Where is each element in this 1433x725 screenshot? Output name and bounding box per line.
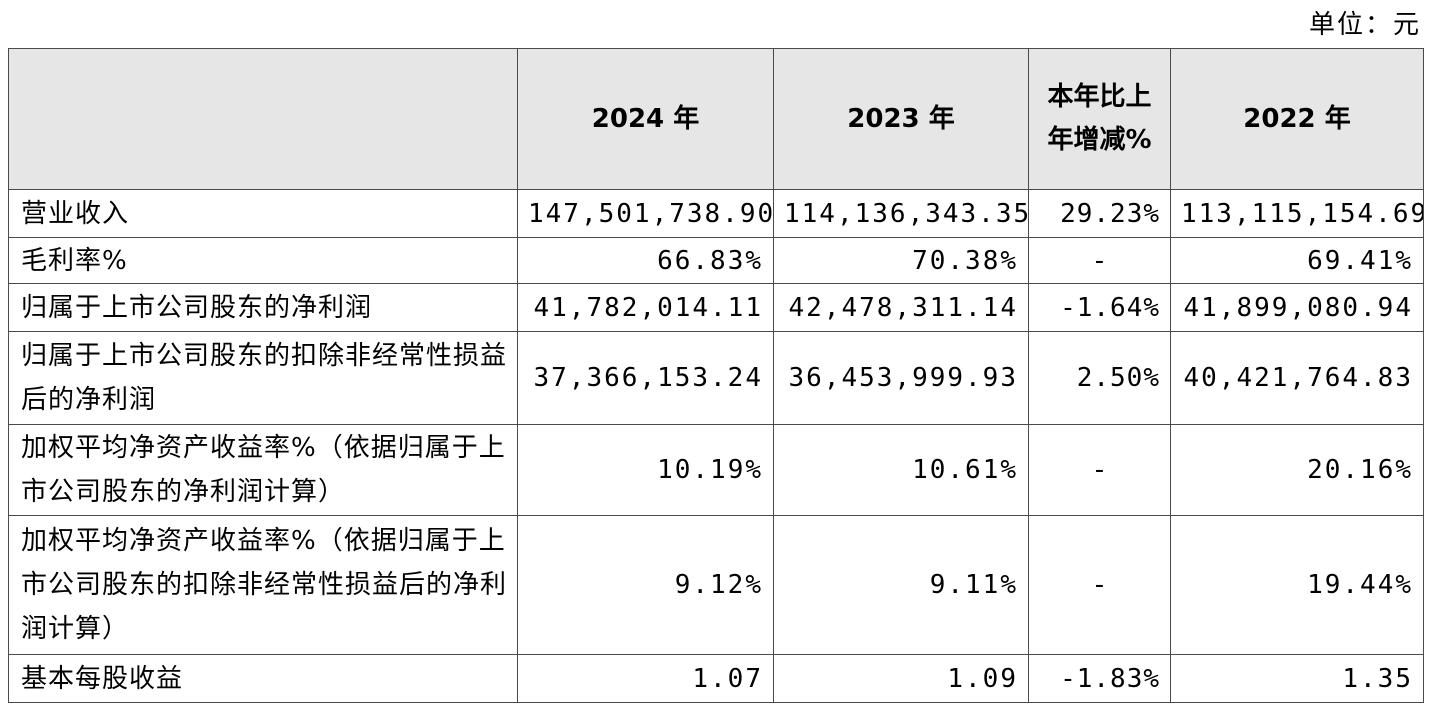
value-2022: 20.16% [1170,424,1424,516]
header-year-2024: 2024 年 [517,48,774,190]
value-2024: 147,501,738.90 [517,189,774,238]
value-2023: 1.09 [773,654,1029,703]
row-label: 基本每股收益 [8,654,518,703]
value-2024: 9.12% [517,515,774,655]
value-2022: 19.44% [1170,515,1424,655]
header-blank-cell [8,48,518,190]
value-2023: 114,136,343.35 [773,189,1029,238]
value-2023: 9.11% [773,515,1029,655]
value-change: - [1028,424,1171,516]
table-row: 毛利率% 66.83% 70.38% - 69.41% [8,237,1424,284]
header-year-2022: 2022 年 [1170,48,1424,190]
value-2024: 1.07 [517,654,774,703]
value-change: - [1028,515,1171,655]
value-change: 2.50% [1028,331,1171,425]
value-2023: 42,478,311.14 [773,283,1029,332]
value-2024: 66.83% [517,237,774,284]
row-label: 归属于上市公司股东的净利润 [8,283,518,332]
table-row: 加权平均净资产收益率%（依据归属于上市公司股东的扣除非经常性损益后的净利润计算）… [8,515,1424,655]
row-label: 毛利率% [8,237,518,284]
row-label: 加权平均净资产收益率%（依据归属于上市公司股东的扣除非经常性损益后的净利润计算） [8,515,518,655]
table-row: 归属于上市公司股东的扣除非经常性损益后的净利润 37,366,153.24 36… [8,331,1424,425]
value-change: - [1028,237,1171,284]
value-2022: 1.35 [1170,654,1424,703]
value-2023: 10.61% [773,424,1029,516]
unit-label: 单位：元 [1308,10,1421,40]
table-row: 归属于上市公司股东的净利润 41,782,014.11 42,478,311.1… [8,283,1424,332]
value-2022: 113,115,154.69 [1170,189,1424,238]
value-2023: 70.38% [773,237,1029,284]
table-row: 营业收入 147,501,738.90 114,136,343.35 29.23… [8,189,1424,238]
row-label: 营业收入 [8,189,518,238]
table-row: 加权平均净资产收益率%（依据归属于上市公司股东的净利润计算） 10.19% 10… [8,424,1424,516]
row-label: 加权平均净资产收益率%（依据归属于上市公司股东的净利润计算） [8,424,518,516]
header-change-percent: 本年比上年增减% [1028,48,1171,190]
value-change: -1.83% [1028,654,1171,703]
value-change: -1.64% [1028,283,1171,332]
value-2022: 40,421,764.83 [1170,331,1424,425]
financial-data-table: 2024 年 2023 年 本年比上年增减% 2022 年 营业收入 147,5… [8,48,1424,703]
table-row: 基本每股收益 1.07 1.09 -1.83% 1.35 [8,654,1424,703]
row-label: 归属于上市公司股东的扣除非经常性损益后的净利润 [8,331,518,425]
value-2024: 37,366,153.24 [517,331,774,425]
value-2023: 36,453,999.93 [773,331,1029,425]
table-header-row: 2024 年 2023 年 本年比上年增减% 2022 年 [8,48,1424,190]
value-change: 29.23% [1028,189,1171,238]
value-2024: 10.19% [517,424,774,516]
header-year-2023: 2023 年 [773,48,1029,190]
value-2024: 41,782,014.11 [517,283,774,332]
value-2022: 41,899,080.94 [1170,283,1424,332]
value-2022: 69.41% [1170,237,1424,284]
